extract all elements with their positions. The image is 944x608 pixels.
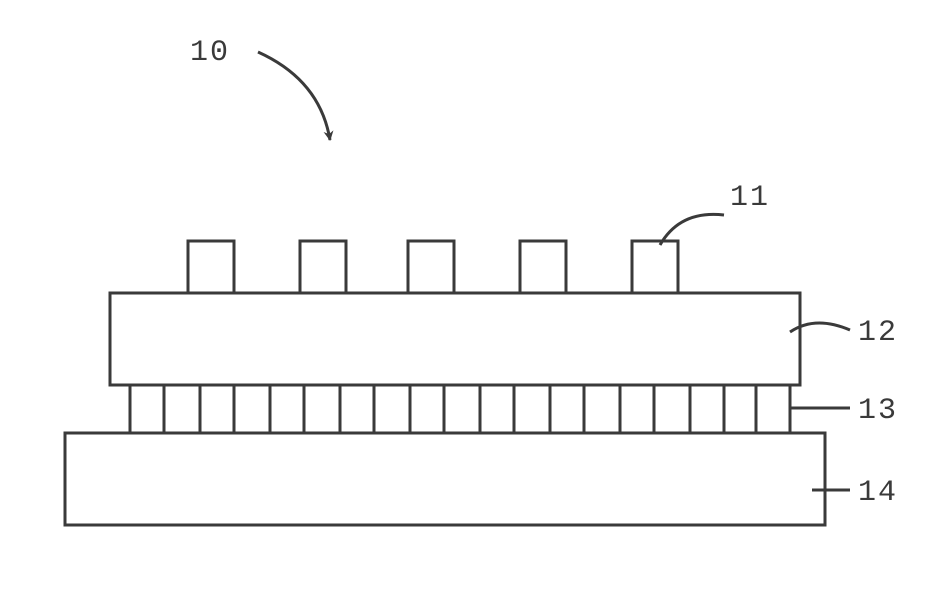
pillar <box>130 385 164 433</box>
pillar-row <box>130 385 790 433</box>
top-block <box>632 241 678 293</box>
upper-slab <box>110 293 800 385</box>
top-block <box>520 241 566 293</box>
pillar <box>690 385 724 433</box>
pillar <box>480 385 514 433</box>
label-assembly: 10 <box>190 36 230 70</box>
top-block <box>300 241 346 293</box>
label-lower-slab: 14 <box>858 476 898 510</box>
label-upper-slab: 12 <box>858 316 898 350</box>
top-block <box>188 241 234 293</box>
label-pillars: 13 <box>858 394 898 428</box>
arrow-assembly <box>258 52 330 140</box>
label-top-block: 11 <box>730 181 770 215</box>
pillar <box>200 385 234 433</box>
pillar <box>410 385 444 433</box>
top-block <box>408 241 454 293</box>
pillar <box>270 385 304 433</box>
pillar <box>620 385 654 433</box>
pillar <box>550 385 584 433</box>
pillar <box>756 385 790 433</box>
top-block-row <box>188 241 678 293</box>
lower-slab <box>65 433 825 525</box>
pillar <box>340 385 374 433</box>
